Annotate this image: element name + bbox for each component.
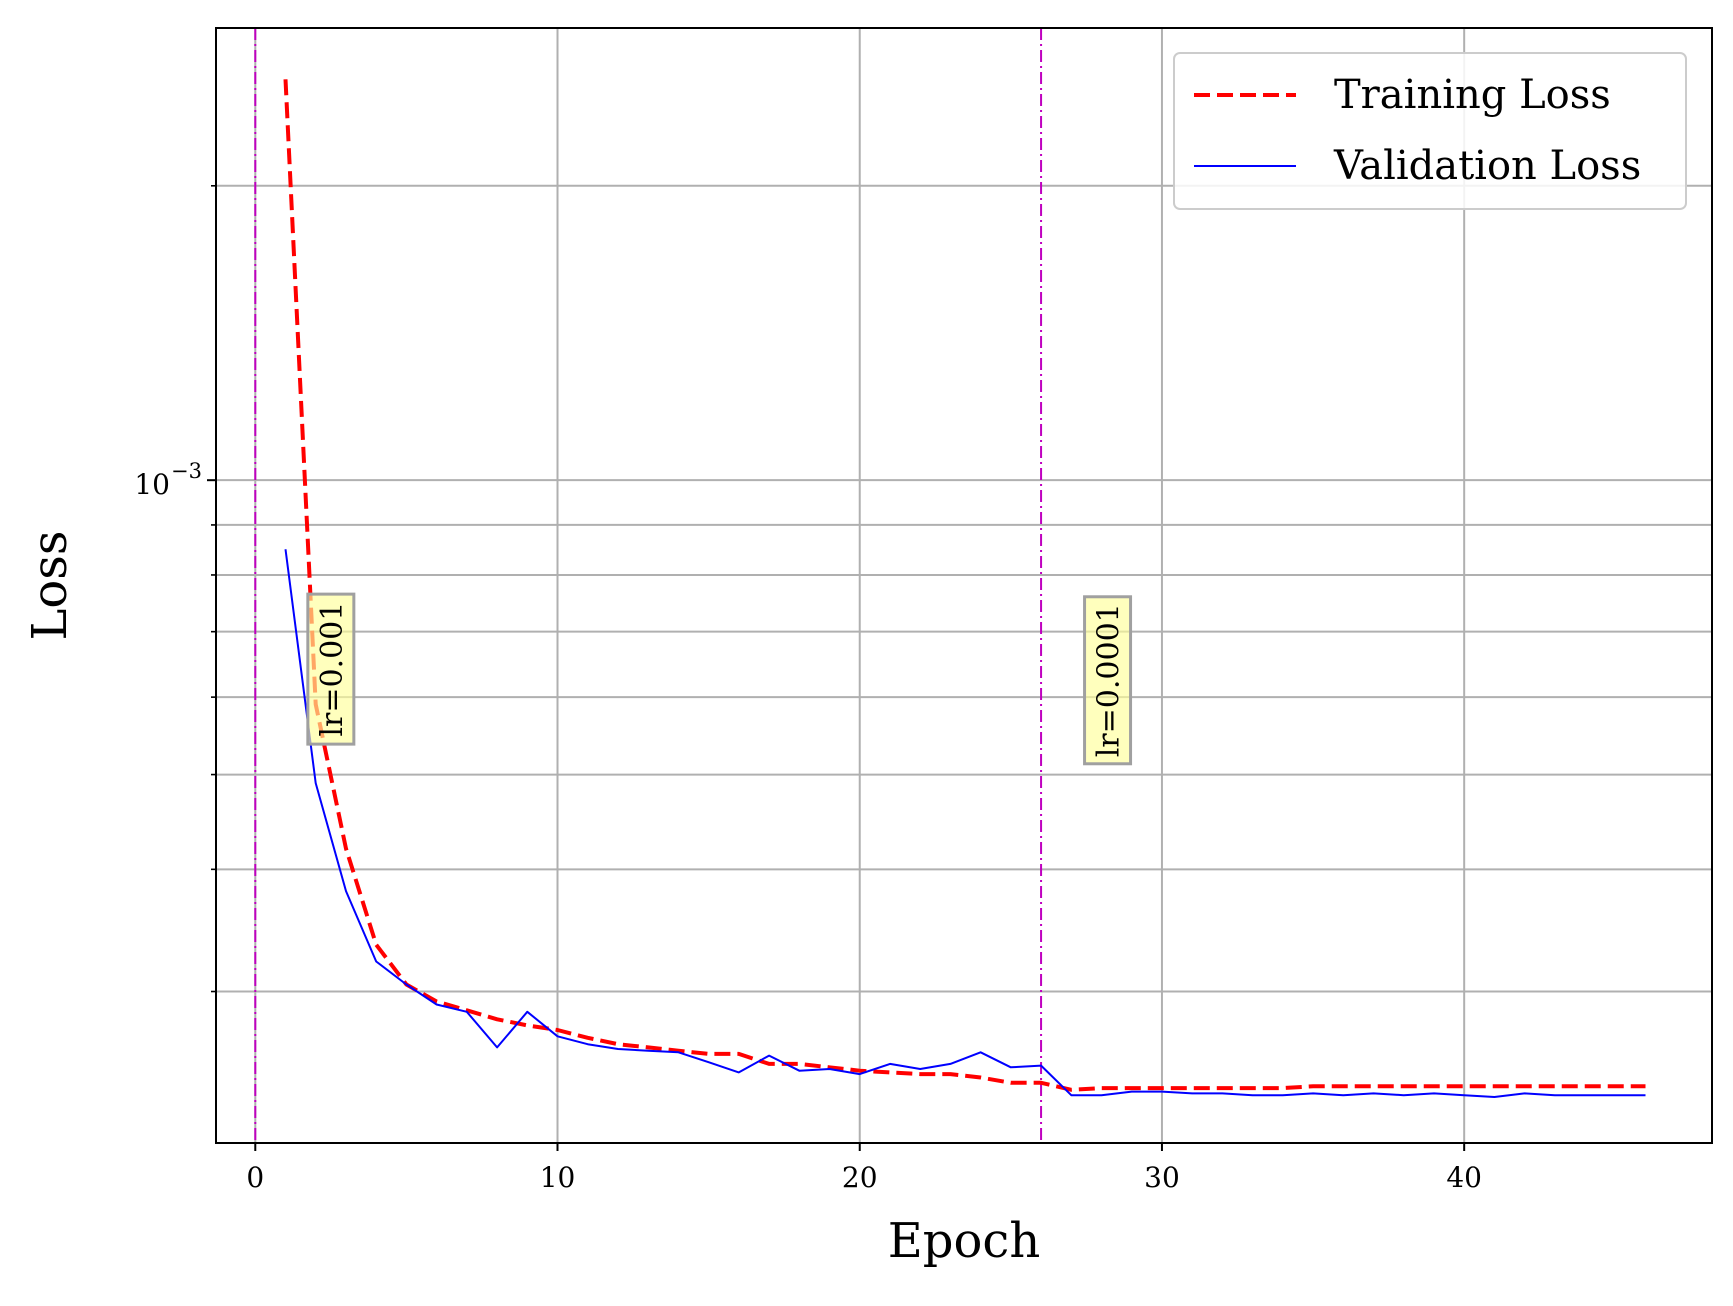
validation-loss-line: [284, 549, 1646, 1098]
legend-label: Validation Loss: [1333, 143, 1641, 189]
legend: Training Loss Validation Loss: [1173, 52, 1687, 210]
legend-label: Training Loss: [1334, 72, 1611, 118]
x-tick-label: 40: [1446, 1161, 1482, 1194]
lr-annotation: lr=0.0001: [1083, 595, 1133, 766]
lr-change-lines: [254, 28, 1043, 1143]
y-tick-label-exponent: −3: [171, 459, 202, 483]
lr-annotation-text: lr=0.001: [315, 602, 350, 737]
x-tick-label: 30: [1144, 1161, 1180, 1194]
lr-annotation-text: lr=0.0001: [1092, 603, 1127, 757]
legend-box: [1173, 52, 1687, 210]
lr-annotations: lr=0.001 lr=0.0001: [306, 592, 1133, 766]
lr-annotation-box: [306, 592, 356, 746]
x-tick-label: 10: [540, 1161, 576, 1194]
series-lines: [283, 79, 1646, 1098]
x-tick-label: 20: [842, 1161, 878, 1194]
grid: [216, 28, 1712, 1143]
training-loss-line: [283, 79, 1646, 1092]
y-axis-label: Loss: [22, 530, 78, 640]
x-tick-label: 0: [246, 1161, 264, 1194]
lr-annotation: lr=0.001: [306, 592, 356, 746]
y-tick-label: 10: [134, 468, 170, 501]
x-axis-label: Epoch: [888, 1213, 1040, 1269]
plot-frame: [215, 27, 1713, 1144]
lr-annotation-box: [1083, 595, 1133, 766]
